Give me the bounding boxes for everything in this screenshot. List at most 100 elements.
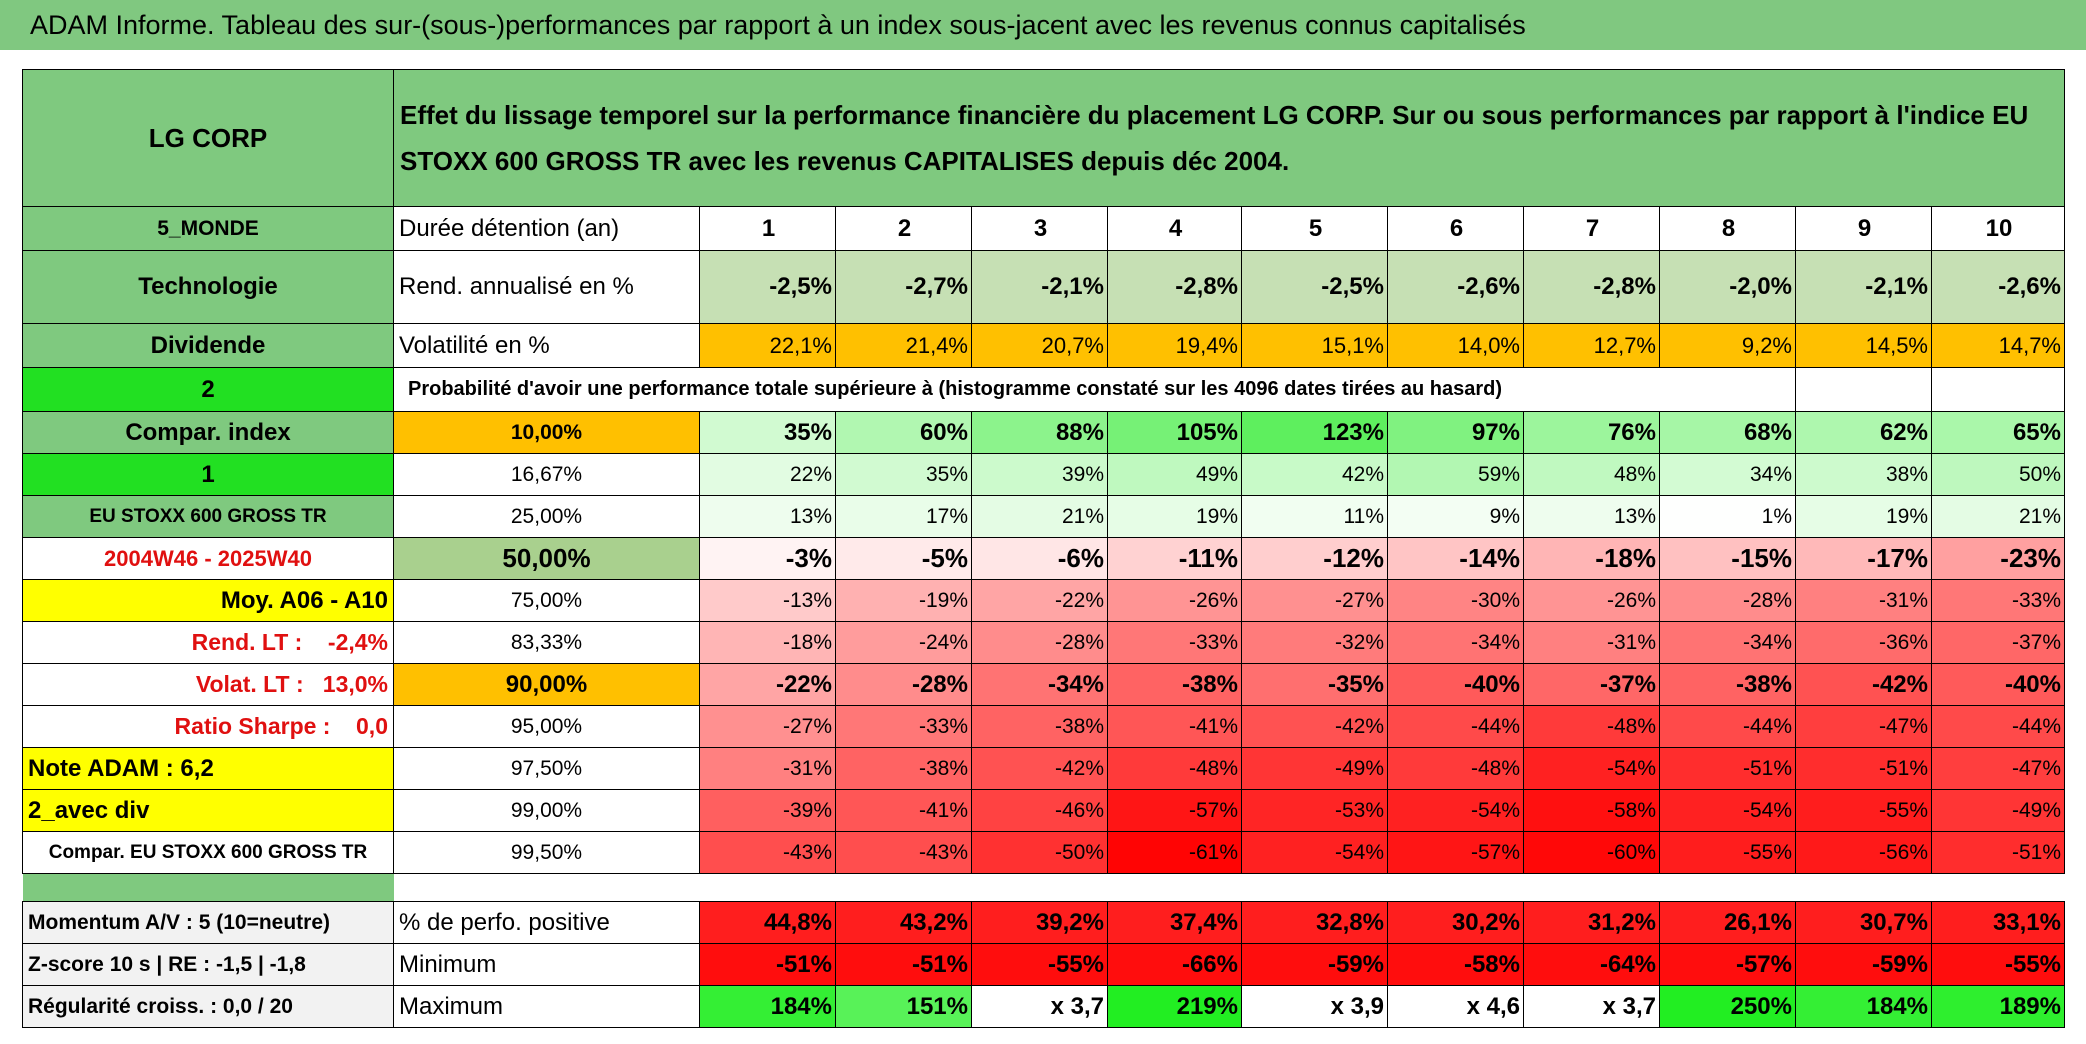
row-header: Compar. EU STOXX 600 GROSS TR	[22, 831, 394, 874]
value-cell: -61%	[1107, 831, 1242, 874]
table-row: Volat. LT : 13,0% 90,00% -22% -28% -34% -38% -…	[22, 663, 2065, 706]
value-cell: -43%	[835, 831, 972, 874]
row-label: 83,33%	[393, 621, 700, 664]
value-cell: -46%	[971, 789, 1108, 832]
row-header: 2004W46 - 2025W40	[22, 537, 394, 580]
value-cell: -38%	[835, 747, 972, 790]
table-row: Z-score 10 s | RE : -1,5 | -1,8 Minimum -5…	[22, 943, 2065, 986]
value-cell: -43%	[699, 831, 836, 874]
value-cell: -33%	[1931, 579, 2065, 622]
value-cell: -41%	[1107, 705, 1242, 748]
value-cell: 9%	[1387, 495, 1524, 538]
value-cell: 88%	[971, 411, 1108, 454]
value-cell: 10	[1931, 206, 2065, 251]
value-cell: 20,7%	[971, 323, 1108, 368]
row-header: 1	[22, 453, 394, 496]
value-cell: -22%	[699, 663, 836, 706]
value-cell: -54%	[1241, 831, 1388, 874]
value-cell: 43,2%	[835, 901, 972, 944]
value-cell: 11%	[1241, 495, 1388, 538]
company-name: LG CORP	[22, 69, 394, 207]
value-cell: -57%	[1107, 789, 1242, 832]
value-cell: 26,1%	[1659, 901, 1796, 944]
row-header: Régularité croiss. : 0,0 / 20	[22, 985, 394, 1028]
value-cell: 6	[1387, 206, 1524, 251]
value-cell: 15,1%	[1241, 323, 1388, 368]
value-cell: -39%	[699, 789, 836, 832]
value-cell: -38%	[971, 705, 1108, 748]
value-cell: -54%	[1659, 789, 1796, 832]
value-cell: 13%	[699, 495, 836, 538]
value-cell: 3	[971, 206, 1108, 251]
row-label: % de perfo. positive	[393, 901, 700, 944]
value-cell: -44%	[1387, 705, 1524, 748]
value-cell: -11%	[1107, 537, 1242, 580]
value-cell: -2,6%	[1931, 250, 2065, 324]
value-cell: x 3,7	[971, 985, 1108, 1028]
value-cell: -47%	[1795, 705, 1932, 748]
value-cell: x 3,7	[1523, 985, 1660, 1028]
row-header: Note ADAM : 6,2	[22, 747, 394, 790]
row-label: 97,50%	[393, 747, 700, 790]
value-cell: 44,8%	[699, 901, 836, 944]
value-cell: 9	[1795, 206, 1932, 251]
value-cell: -35%	[1241, 663, 1388, 706]
value-cell: 68%	[1659, 411, 1796, 454]
value-cell: 19,4%	[1107, 323, 1242, 368]
value-cell: -38%	[1107, 663, 1242, 706]
value-cell: 34%	[1659, 453, 1796, 496]
table-row: Rend. LT : -2,4% 83,33% -18% -24% -28% -33% -3…	[22, 621, 2065, 664]
value-cell: 50%	[1931, 453, 2065, 496]
value-cell: -15%	[1659, 537, 1796, 580]
table-body: LG CORP Effet du lissage temporel sur la …	[22, 69, 2065, 1028]
value-cell: -2,0%	[1659, 250, 1796, 324]
table-row: Ratio Sharpe : 0,0 95,00% -27% -33% -38% -41%…	[22, 705, 2065, 748]
value-cell: -58%	[1387, 943, 1524, 986]
value-cell: 76%	[1523, 411, 1660, 454]
value-cell: -2,8%	[1523, 250, 1660, 324]
row-header: Momentum A/V : 5 (10=neutre)	[22, 901, 394, 944]
table-row: Technologie Rend. annualisé en % -2,5% -2,7…	[22, 250, 2065, 324]
value-cell: -64%	[1523, 943, 1660, 986]
value-cell: -47%	[1931, 747, 2065, 790]
value-cell: -40%	[1931, 663, 2065, 706]
value-cell: -33%	[835, 705, 972, 748]
row-label: Volatilité en %	[393, 323, 700, 368]
table-row: 2 Probabilité d'avoir une performance tot…	[22, 367, 2065, 412]
value-cell: -55%	[1931, 943, 2065, 986]
value-cell: -26%	[1107, 579, 1242, 622]
value-cell: -37%	[1931, 621, 2065, 664]
value-cell: 21%	[971, 495, 1108, 538]
table-row: Momentum A/V : 5 (10=neutre)% de perfo. …	[22, 901, 2065, 944]
value-cell: -59%	[1795, 943, 1932, 986]
row-header: Compar. index	[22, 411, 394, 454]
table-row: EU STOXX 600 GROSS TR 25,00% 13% 17% 21% 19% 1…	[22, 495, 2065, 538]
value-cell: -27%	[1241, 579, 1388, 622]
value-cell: -28%	[1659, 579, 1796, 622]
value-cell: -24%	[835, 621, 972, 664]
value-cell: 62%	[1795, 411, 1932, 454]
value-cell: -2,1%	[971, 250, 1108, 324]
value-cell: -44%	[1659, 705, 1796, 748]
value-cell: 9,2%	[1659, 323, 1796, 368]
value-cell: 22%	[699, 453, 836, 496]
value-cell: 42%	[1241, 453, 1388, 496]
value-cell: -6%	[971, 537, 1108, 580]
value-cell: 22,1%	[699, 323, 836, 368]
value-cell: 21,4%	[835, 323, 972, 368]
value-cell: -58%	[1523, 789, 1660, 832]
table-row: Régularité croiss. : 0,0 / 20 Maximum 184%…	[22, 985, 2065, 1028]
value-cell: -59%	[1241, 943, 1388, 986]
value-cell: -55%	[971, 943, 1108, 986]
value-cell: -31%	[1795, 579, 1932, 622]
value-cell: 30,7%	[1795, 901, 1932, 944]
value-cell: 39,2%	[971, 901, 1108, 944]
value-cell: -51%	[1795, 747, 1932, 790]
value-cell: -57%	[1387, 831, 1524, 874]
spacer-cell	[22, 873, 394, 902]
performance-table: LG CORP Effet du lissage temporel sur la …	[22, 69, 2065, 1028]
row-header: Dividende	[22, 323, 394, 368]
row-label: Rend. annualisé en %	[393, 250, 700, 324]
value-cell: -42%	[1241, 705, 1388, 748]
